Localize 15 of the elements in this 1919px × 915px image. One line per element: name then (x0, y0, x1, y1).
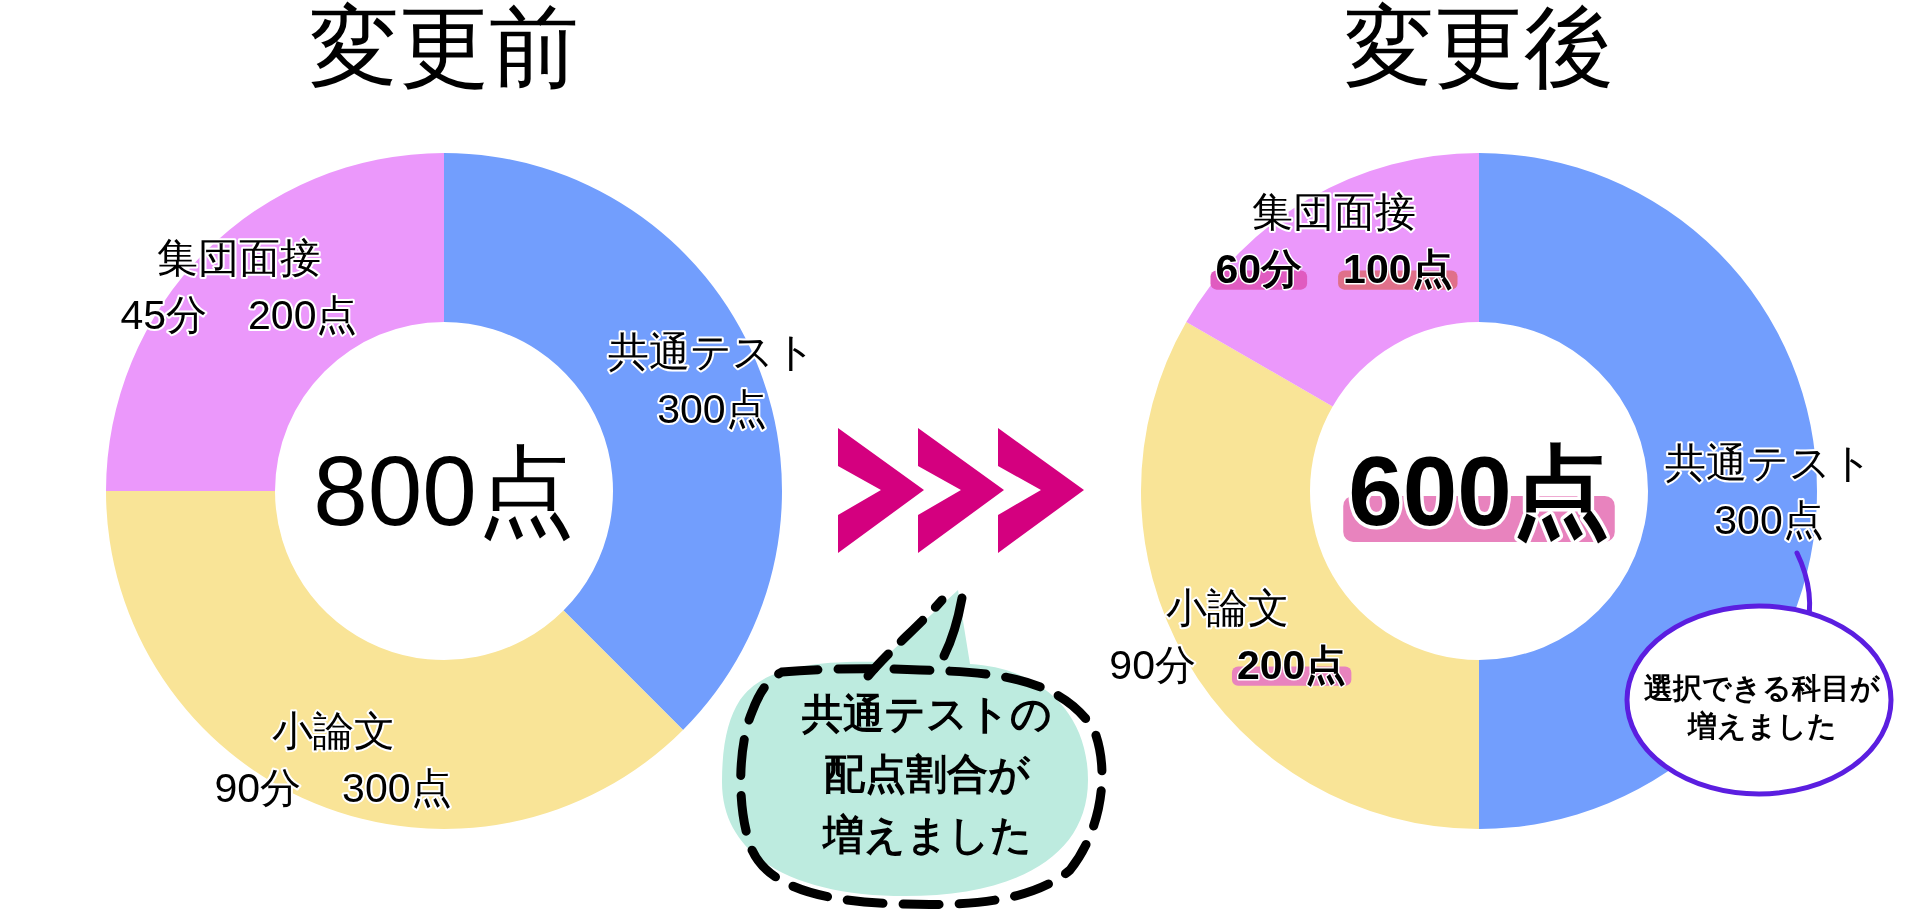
data-label: 90分 200点 (1109, 641, 1347, 688)
text: 800点 (313, 436, 575, 547)
slice-label: 集団面接 (1252, 188, 1416, 235)
text: 選択できる科目が増えました (1644, 672, 1881, 743)
slice-label: 小論文 (1166, 584, 1290, 631)
chart-title: 変更前 (309, 0, 579, 97)
data-label: 45分 200点 (120, 291, 358, 338)
slice-label: 集団面接 (156, 234, 321, 281)
chart-title: 変更後 (1344, 0, 1614, 97)
data-label: 90分 300点 (214, 764, 452, 811)
text: 600点 (1348, 436, 1610, 547)
data-label: 60分 100点 (1215, 245, 1453, 292)
data-label: 300点 (657, 385, 767, 432)
slice-label: 小論文 (271, 707, 395, 754)
text: 共通テストの配点割合が増えました (801, 690, 1052, 858)
